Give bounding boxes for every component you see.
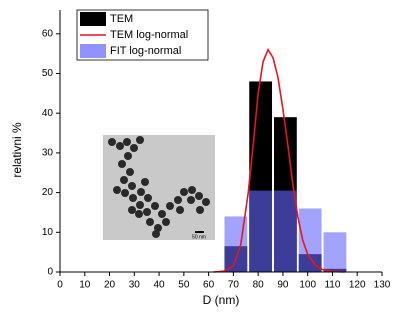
legend-label: FIT log-normal xyxy=(110,45,181,57)
y-tick-label: 30 xyxy=(42,148,54,159)
y-axis-label: relativni % xyxy=(10,122,24,178)
x-tick-label: 70 xyxy=(228,280,240,291)
y-tick-label: 10 xyxy=(42,227,54,238)
legend-label: TEM log-normal xyxy=(110,29,188,41)
x-tick-label: 10 xyxy=(79,280,91,291)
bar xyxy=(249,190,273,272)
x-tick-label: 100 xyxy=(299,280,316,291)
y-tick-label: 0 xyxy=(47,267,53,278)
x-axis-label: D (nm) xyxy=(203,293,240,307)
x-tick-label: 60 xyxy=(203,280,215,291)
x-tick-label: 90 xyxy=(277,280,289,291)
bar xyxy=(274,190,297,272)
particles xyxy=(108,136,210,238)
x-tick-label: 0 xyxy=(57,280,63,291)
inset-background xyxy=(103,135,215,240)
x-tick-label: 80 xyxy=(253,280,265,291)
bar xyxy=(323,232,347,272)
legend-swatch xyxy=(80,12,106,26)
y-tick-label: 60 xyxy=(42,28,54,39)
y-tick-label: 50 xyxy=(42,68,54,79)
legend: TEM TEM log-normal FIT log-normal xyxy=(76,9,209,61)
scale-bar xyxy=(195,231,204,233)
y-tick-label: 20 xyxy=(42,187,54,198)
x-tick-label: 20 xyxy=(104,280,116,291)
x-tick-label: 110 xyxy=(324,280,340,291)
x-tick-label: 120 xyxy=(349,280,366,291)
y-tick-label: 40 xyxy=(42,108,54,119)
bar xyxy=(298,208,322,272)
x-tick-label: 40 xyxy=(154,280,166,291)
legend-swatch xyxy=(80,44,106,58)
x-tick-label: 30 xyxy=(129,280,141,291)
inset-image: 50 nm xyxy=(103,135,215,240)
x-tick-label: 50 xyxy=(178,280,190,291)
x-tick-label: 130 xyxy=(374,280,391,291)
scale-label: 50 nm xyxy=(192,234,206,240)
fit-curve xyxy=(213,47,345,273)
bars xyxy=(224,81,347,272)
legend-label: TEM xyxy=(110,13,133,25)
bar xyxy=(224,216,248,272)
